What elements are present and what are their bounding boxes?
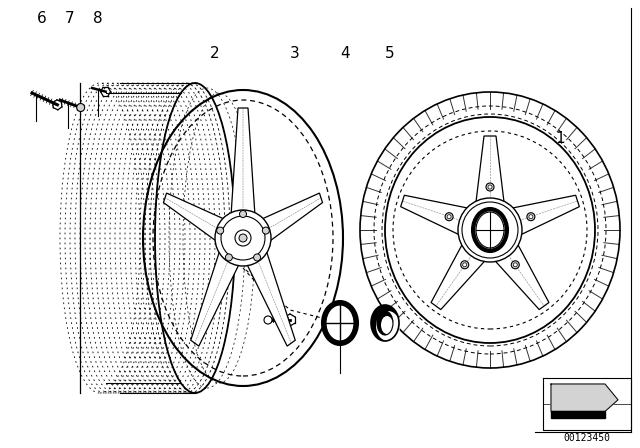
Ellipse shape (476, 212, 504, 248)
Ellipse shape (322, 301, 358, 345)
Circle shape (235, 230, 251, 246)
Circle shape (458, 198, 522, 262)
Circle shape (486, 183, 494, 191)
Circle shape (463, 263, 467, 267)
Circle shape (221, 216, 265, 260)
Polygon shape (551, 384, 618, 411)
Polygon shape (495, 245, 549, 310)
Circle shape (262, 227, 269, 234)
Ellipse shape (326, 305, 354, 341)
Text: 3: 3 (290, 46, 300, 60)
Circle shape (215, 210, 271, 266)
Circle shape (239, 234, 247, 242)
Polygon shape (191, 249, 240, 346)
Circle shape (445, 213, 453, 221)
Text: 5: 5 (385, 46, 395, 60)
Text: 7: 7 (65, 10, 75, 26)
Text: 6: 6 (37, 10, 47, 26)
Circle shape (217, 227, 223, 234)
Circle shape (239, 211, 246, 217)
Circle shape (447, 215, 451, 219)
Ellipse shape (371, 305, 399, 341)
Ellipse shape (472, 208, 508, 252)
Circle shape (527, 213, 535, 221)
Polygon shape (231, 108, 255, 216)
Circle shape (461, 261, 468, 269)
Circle shape (529, 215, 533, 219)
Polygon shape (401, 195, 468, 235)
Circle shape (77, 103, 84, 112)
Ellipse shape (381, 316, 393, 334)
Polygon shape (476, 136, 504, 202)
Polygon shape (551, 411, 605, 418)
Polygon shape (163, 193, 226, 243)
Circle shape (462, 202, 518, 258)
Text: 8: 8 (93, 10, 103, 26)
Circle shape (264, 316, 272, 324)
Ellipse shape (377, 311, 393, 335)
Polygon shape (431, 245, 485, 310)
Circle shape (253, 254, 260, 261)
Circle shape (511, 261, 519, 269)
Polygon shape (512, 195, 579, 235)
Circle shape (513, 263, 517, 267)
Text: 00123450: 00123450 (563, 433, 611, 443)
Text: 2: 2 (210, 46, 220, 60)
Polygon shape (246, 249, 295, 346)
Ellipse shape (376, 311, 400, 341)
Text: 1: 1 (555, 130, 565, 146)
Circle shape (225, 254, 232, 261)
Polygon shape (260, 193, 323, 243)
Circle shape (488, 185, 492, 189)
Text: 4: 4 (340, 46, 350, 60)
